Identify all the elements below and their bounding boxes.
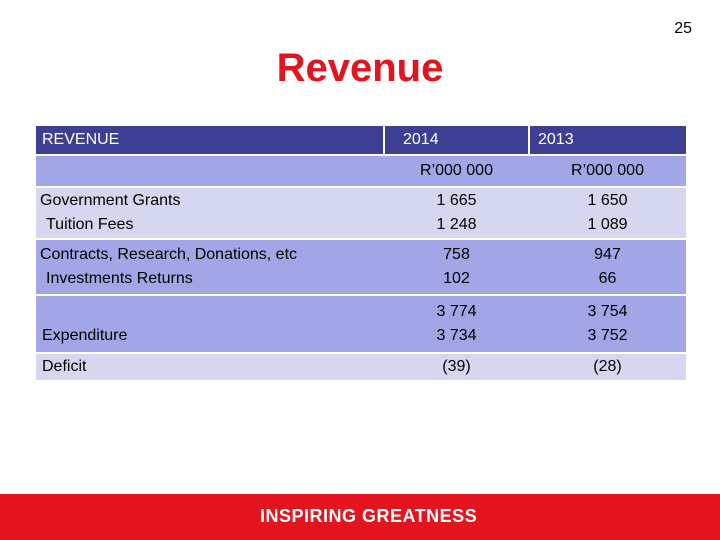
value-cell: 3 734 [436, 327, 477, 344]
table-header-row: REVENUE 2014 2013 [36, 126, 686, 156]
value-cell: 1 089 [587, 216, 628, 233]
header-year-2013: 2013 [529, 126, 686, 156]
value-cell: 1 248 [436, 216, 477, 233]
table-row: Contracts, Research, Donations, etc Inve… [36, 239, 686, 296]
value-2013: 947 66 [529, 239, 686, 296]
value-2014: 1 665 1 248 [384, 187, 529, 240]
label-contracts-research: Contracts, Research, Donations, etc [40, 246, 298, 263]
value-cell: 1 650 [587, 192, 628, 209]
value-cell: 3 754 [587, 303, 628, 320]
table-row: Deficit (39) (28) [36, 353, 686, 382]
footer-bar: INSPIRING GREATNESS [0, 494, 720, 540]
value-2013: 3 754 3 752 [529, 295, 686, 354]
label-deficit: Deficit [36, 353, 384, 382]
units-label-cell [36, 155, 384, 188]
revenue-table: REVENUE 2014 2013 R’000 000 R’000 000 Go… [36, 126, 686, 382]
row-label: Government Grants Tuition Fees [36, 187, 384, 240]
header-revenue: REVENUE [36, 126, 385, 156]
value-cell: 102 [443, 270, 470, 287]
page-number: 25 [674, 20, 692, 37]
value-cell: 1 665 [436, 192, 477, 209]
footer-tagline: INSPIRING GREATNESS [260, 506, 478, 526]
header-year-2014: 2014 [384, 126, 530, 156]
table-row: Expenditure 3 774 3 734 3 754 3 752 [36, 295, 686, 354]
label-expenditure: Expenditure [42, 327, 128, 344]
label-tuition-fees: Tuition Fees [46, 216, 134, 233]
units-2013: R’000 000 [529, 155, 686, 188]
units-2014: R’000 000 [384, 155, 529, 188]
table-row: Government Grants Tuition Fees 1 665 1 2… [36, 187, 686, 240]
value-cell: 3 752 [587, 327, 628, 344]
value-cell: 3 774 [436, 303, 477, 320]
units-row: R’000 000 R’000 000 [36, 155, 686, 188]
value-cell: 758 [443, 246, 470, 263]
slide-title: Revenue [276, 46, 444, 90]
value-cell: (28) [529, 353, 686, 382]
value-cell: 66 [598, 270, 617, 287]
value-2014: 758 102 [384, 239, 529, 296]
row-label: Contracts, Research, Donations, etc Inve… [36, 239, 384, 296]
label-government-grants: Government Grants [40, 192, 181, 209]
row-label: Expenditure [36, 295, 384, 354]
value-2014: 3 774 3 734 [384, 295, 529, 354]
value-cell: 947 [594, 246, 621, 263]
label-investments-returns: Investments Returns [46, 270, 193, 287]
value-2013: 1 650 1 089 [529, 187, 686, 240]
value-cell: (39) [384, 353, 529, 382]
